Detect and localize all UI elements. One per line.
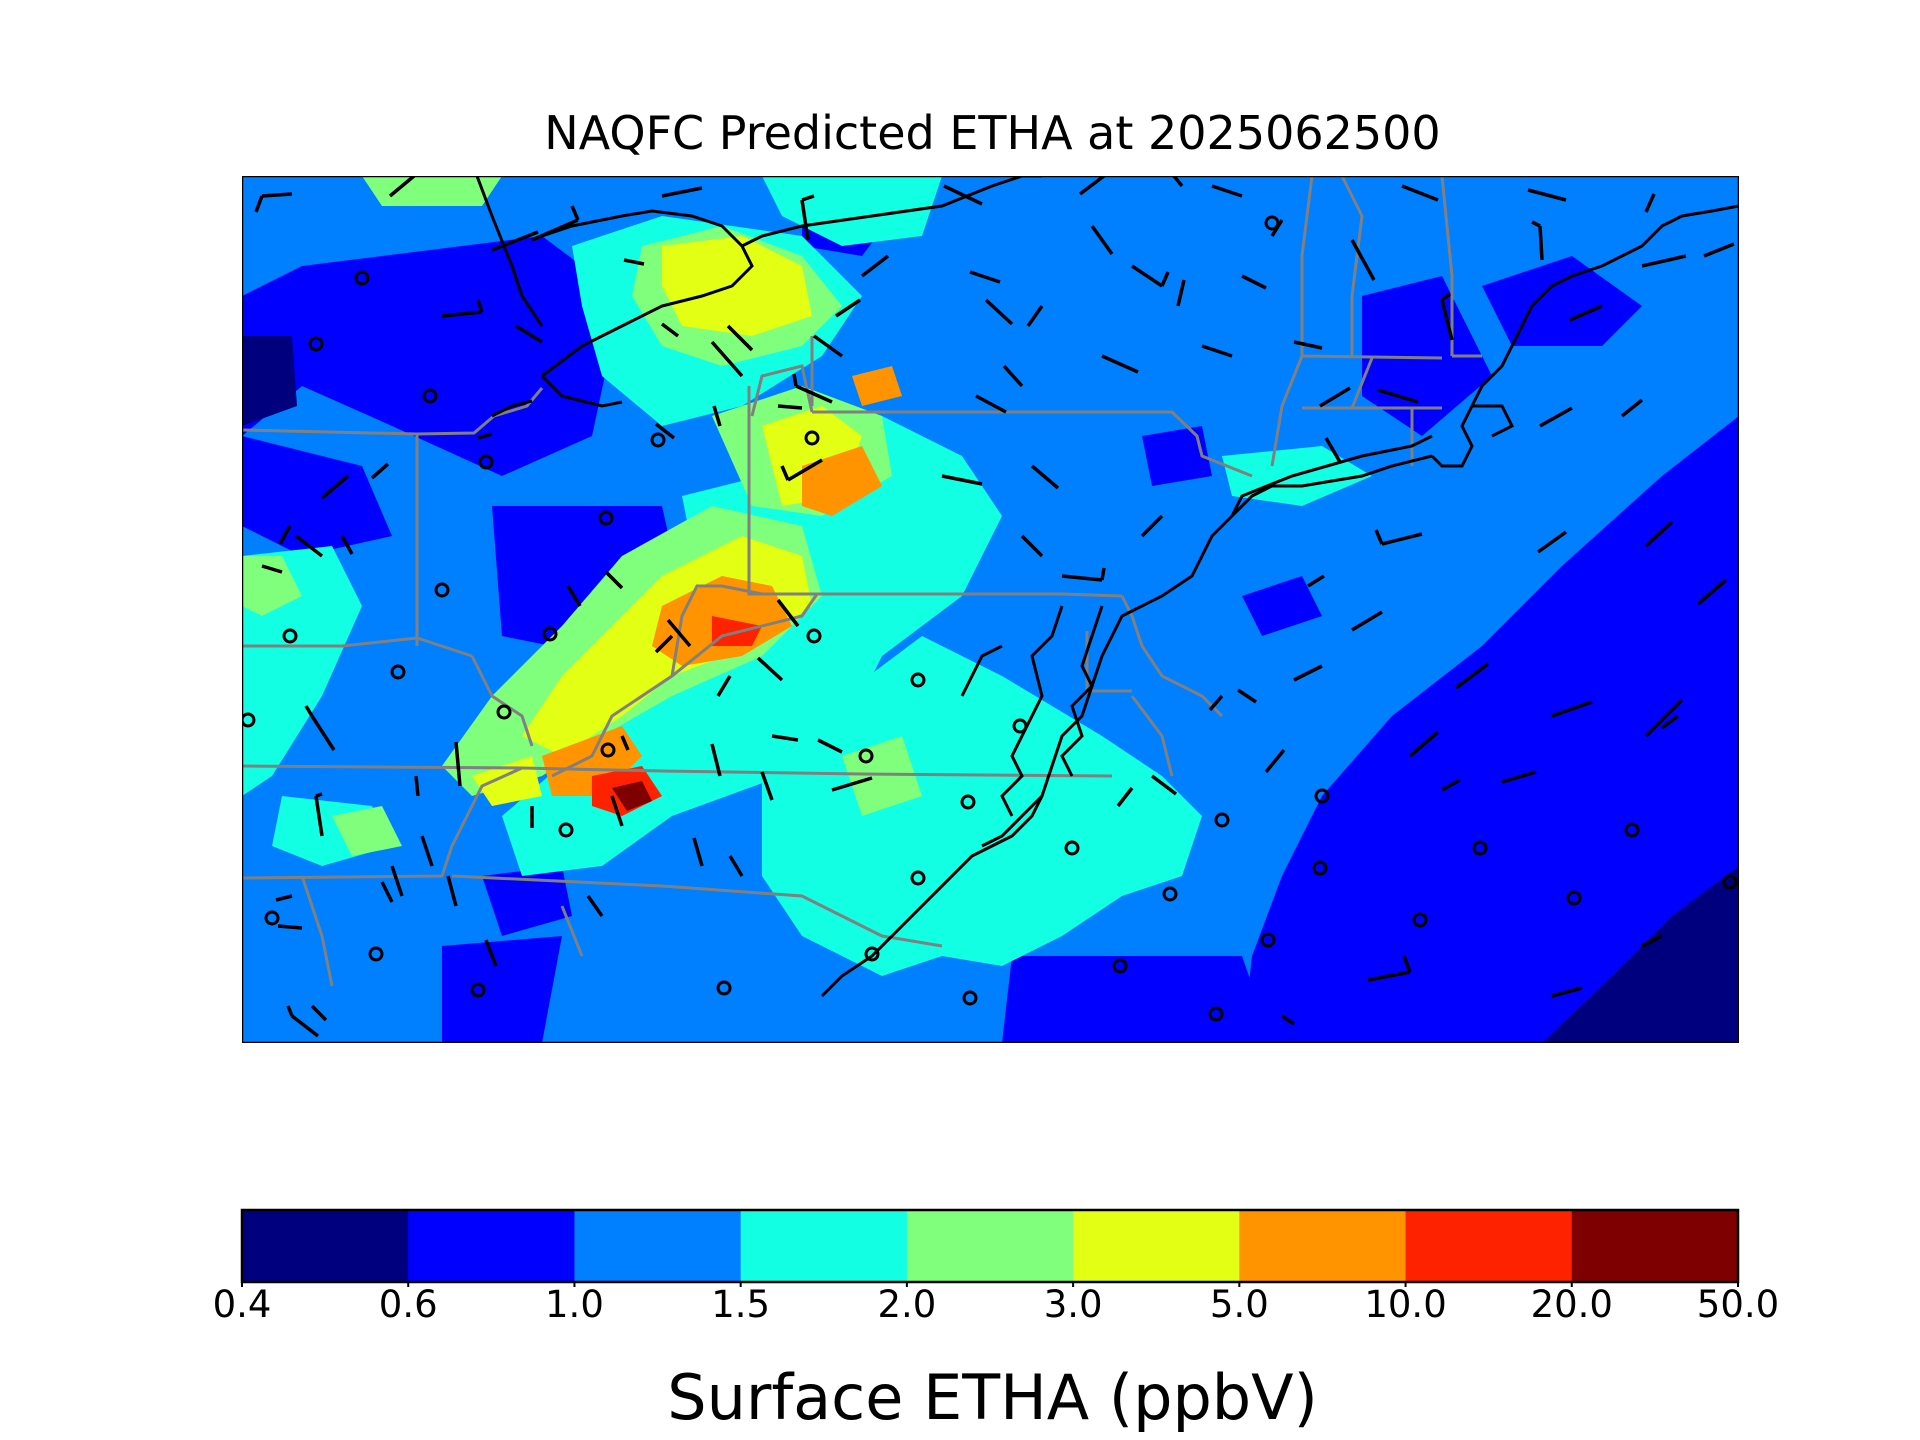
colorbar-segment: [906, 1210, 1074, 1282]
wind-barbs: [254, 176, 1735, 1038]
field-low-regions: [242, 206, 1739, 1043]
colorbar-ticks: 0.4 0.6 1.0 1.5 2.0 3.0 5.0 10.0 20.0 50.0: [0, 1280, 1920, 1330]
colorbar-tick-label: 10.0: [1364, 1283, 1447, 1326]
map-plot: [242, 176, 1739, 1043]
colorbar-frame: [240, 1208, 1740, 1284]
state-borders: [242, 176, 1482, 987]
colorbar-segment: [1073, 1210, 1240, 1282]
colorbar-tick-label: 2.0: [877, 1283, 937, 1326]
colorbar-segment: [740, 1210, 908, 1282]
colorbar-tick-label: 50.0: [1696, 1283, 1780, 1326]
colorbar-tick-label: 0.4: [212, 1283, 272, 1326]
colorbar-segment: [408, 1210, 575, 1282]
chart-title: NAQFC Predicted ETHA at 2025062500: [544, 106, 1441, 160]
colorbar-segment: [1239, 1210, 1407, 1282]
colorbar-segment: [1405, 1210, 1573, 1282]
calm-wind-markers: [242, 215, 1738, 1022]
colorbar-tick-label: 5.0: [1209, 1283, 1269, 1326]
colorbar-tick-label: 1.0: [545, 1283, 604, 1326]
colorbar: [240, 1208, 1740, 1287]
colorbar-segment: [1571, 1210, 1739, 1282]
colorbar-tick-label: 1.5: [711, 1283, 771, 1326]
coastlines: [475, 176, 1739, 998]
colorbar-label: Surface ETHA (ppbV): [667, 1361, 1318, 1434]
colorbar-segment: [574, 1210, 742, 1282]
colorbar-segment: [242, 1210, 409, 1282]
colorbar-tick-label: 20.0: [1530, 1283, 1613, 1326]
field-verylow-regions: [242, 336, 1739, 1043]
colorbar-tick-label: 0.6: [378, 1283, 438, 1326]
colorbar-tick-label: 3.0: [1043, 1283, 1103, 1326]
field-max-regions: [612, 781, 652, 811]
